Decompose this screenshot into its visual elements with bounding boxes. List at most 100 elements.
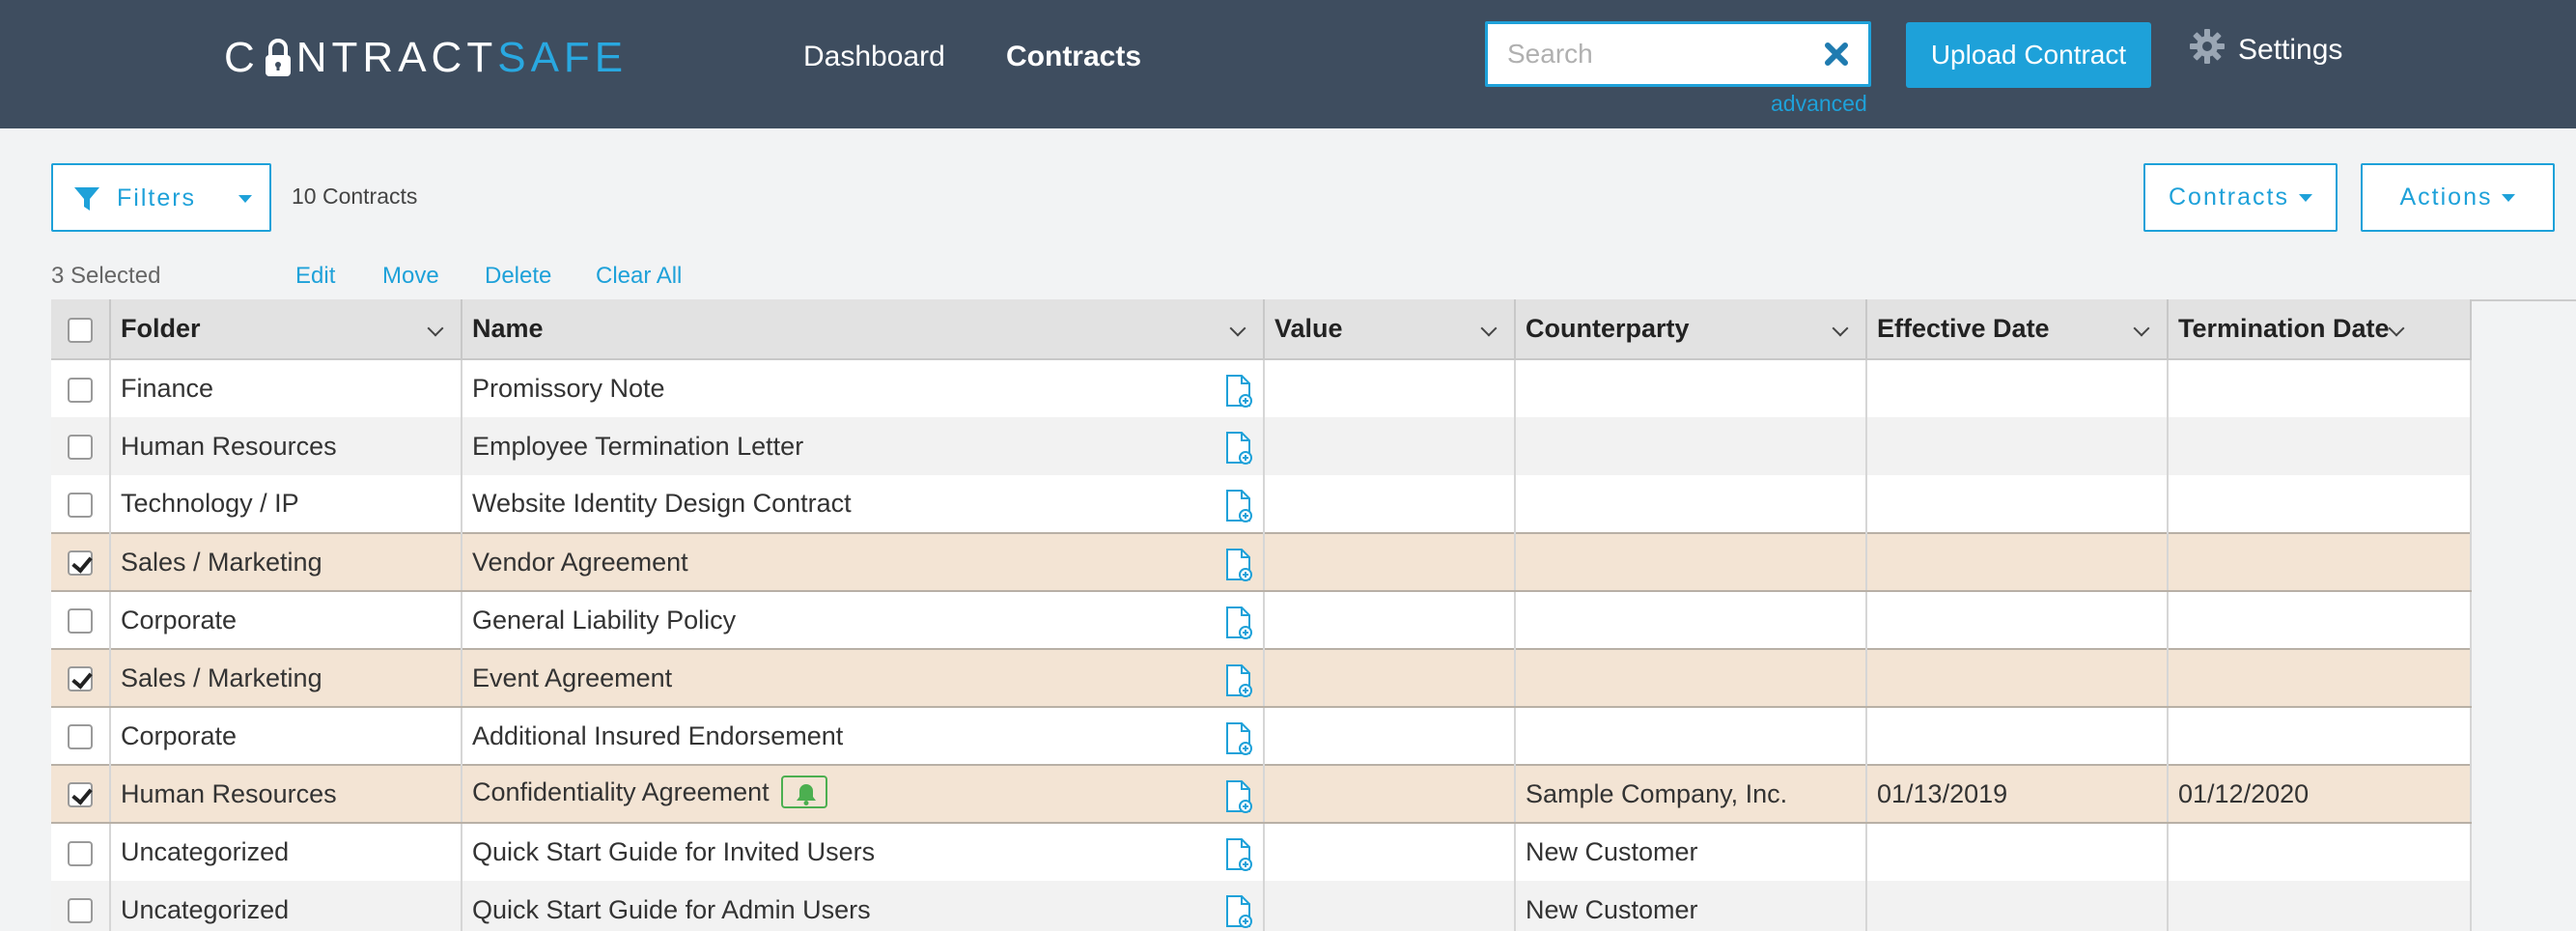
counterparty-cell[interactable]: New Customer — [1515, 823, 1867, 881]
name-cell[interactable]: Confidentiality Agreement — [462, 764, 1265, 824]
termination-date-cell[interactable] — [2168, 881, 2472, 931]
row-checkbox[interactable] — [68, 782, 93, 808]
nav-dashboard[interactable]: Dashboard — [803, 41, 945, 72]
termination-date-cell[interactable] — [2168, 591, 2472, 649]
table-row[interactable]: Technology / IP Website Identity Design C… — [51, 475, 2472, 533]
name-cell[interactable]: Additional Insured Endorsement — [462, 707, 1265, 765]
search-input[interactable] — [1507, 34, 1797, 74]
document-icon[interactable] — [1224, 663, 1253, 698]
contract-name-link[interactable]: General Liability Policy — [472, 605, 737, 635]
table-row[interactable]: Uncategorized Quick Start Guide for Invit… — [51, 823, 2472, 881]
contracts-dropdown[interactable]: Contracts — [2143, 163, 2338, 232]
counterparty-cell[interactable] — [1515, 417, 1867, 475]
column-header-termination-date[interactable]: Termination Date — [2168, 299, 2472, 360]
clear-all-link[interactable]: Clear All — [596, 263, 683, 289]
name-cell[interactable]: Event Agreement — [462, 648, 1265, 708]
value-cell[interactable] — [1264, 532, 1516, 592]
counterparty-cell[interactable]: New Customer — [1515, 881, 1867, 931]
clear-search-icon[interactable] — [1820, 38, 1853, 71]
termination-date-cell[interactable] — [2168, 359, 2472, 417]
notification-bell-icon[interactable] — [780, 776, 827, 808]
counterparty-cell[interactable] — [1515, 648, 1867, 708]
row-checkbox[interactable] — [68, 724, 93, 750]
folder-cell[interactable]: Corporate — [110, 591, 462, 649]
contract-name-link[interactable]: Vendor Agreement — [472, 547, 688, 577]
counterparty-cell[interactable] — [1515, 532, 1867, 592]
folder-cell[interactable]: Finance — [110, 359, 462, 417]
table-row[interactable]: Uncategorized Quick Start Guide for Admin… — [51, 881, 2472, 931]
document-icon[interactable] — [1224, 721, 1253, 756]
effective-date-cell[interactable] — [1866, 591, 2169, 649]
effective-date-cell[interactable] — [1866, 823, 2169, 881]
actions-dropdown[interactable]: Actions — [2361, 163, 2555, 232]
folder-cell[interactable]: Human Resources — [110, 764, 462, 824]
contract-name-link[interactable]: Employee Termination Letter — [472, 431, 804, 461]
name-cell[interactable]: Quick Start Guide for Invited Users — [462, 823, 1265, 881]
table-row[interactable]: Sales / Marketing Event Agreement — [51, 648, 2472, 708]
value-cell[interactable] — [1264, 648, 1516, 708]
upload-contract-button[interactable]: Upload Contract — [1906, 22, 2151, 88]
table-row[interactable]: Human Resources Employee Termination Lett… — [51, 417, 2472, 475]
name-cell[interactable]: Quick Start Guide for Admin Users — [462, 881, 1265, 931]
document-icon[interactable] — [1224, 606, 1253, 640]
value-cell[interactable] — [1264, 417, 1516, 475]
folder-cell[interactable]: Uncategorized — [110, 823, 462, 881]
delete-selected-link[interactable]: Delete — [485, 263, 552, 289]
value-cell[interactable] — [1264, 764, 1516, 824]
termination-date-cell[interactable] — [2168, 417, 2472, 475]
termination-date-cell[interactable] — [2168, 648, 2472, 708]
effective-date-cell[interactable] — [1866, 359, 2169, 417]
name-cell[interactable]: General Liability Policy — [462, 591, 1265, 649]
effective-date-cell[interactable] — [1866, 532, 2169, 592]
counterparty-cell[interactable] — [1515, 359, 1867, 417]
effective-date-cell[interactable] — [1866, 417, 2169, 475]
row-checkbox[interactable] — [68, 492, 93, 518]
termination-date-cell[interactable] — [2168, 707, 2472, 765]
select-all-checkbox[interactable] — [68, 317, 93, 343]
termination-date-cell[interactable] — [2168, 475, 2472, 533]
folder-cell[interactable]: Sales / Marketing — [110, 532, 462, 592]
nav-contracts[interactable]: Contracts — [1006, 41, 1142, 72]
folder-cell[interactable]: Human Resources — [110, 417, 462, 475]
contract-name-link[interactable]: Website Identity Design Contract — [472, 489, 852, 518]
effective-date-cell[interactable]: 01/13/2019 — [1866, 764, 2169, 824]
column-header-counterparty[interactable]: Counterparty — [1515, 299, 1867, 360]
value-cell[interactable] — [1264, 591, 1516, 649]
value-cell[interactable] — [1264, 475, 1516, 533]
folder-cell[interactable]: Uncategorized — [110, 881, 462, 931]
advanced-search-link[interactable]: advanced — [1771, 91, 1867, 116]
table-row[interactable]: Sales / Marketing Vendor Agreement — [51, 532, 2472, 592]
termination-date-cell[interactable] — [2168, 823, 2472, 881]
document-icon[interactable] — [1224, 548, 1253, 582]
table-row[interactable]: Corporate Additional Insured Endorsement — [51, 707, 2472, 765]
row-checkbox[interactable] — [68, 840, 93, 866]
column-header-folder[interactable]: Folder — [110, 299, 462, 360]
folder-cell[interactable]: Technology / IP — [110, 475, 462, 533]
folder-cell[interactable]: Sales / Marketing — [110, 648, 462, 708]
row-checkbox[interactable] — [68, 550, 93, 577]
document-icon[interactable] — [1224, 894, 1253, 929]
effective-date-cell[interactable] — [1866, 881, 2169, 931]
effective-date-cell[interactable] — [1866, 648, 2169, 708]
effective-date-cell[interactable] — [1866, 475, 2169, 533]
counterparty-cell[interactable]: Sample Company, Inc. — [1515, 764, 1867, 824]
termination-date-cell[interactable] — [2168, 532, 2472, 592]
document-icon[interactable] — [1224, 489, 1253, 523]
column-header-name[interactable]: Name — [462, 299, 1265, 360]
value-cell[interactable] — [1264, 359, 1516, 417]
contract-name-link[interactable]: Quick Start Guide for Invited Users — [472, 837, 876, 866]
table-row[interactable]: Human Resources Confidentiality Agreement… — [51, 764, 2472, 824]
value-cell[interactable] — [1264, 823, 1516, 881]
column-header-effective-date[interactable]: Effective Date — [1866, 299, 2169, 360]
chevron-down-icon[interactable] — [427, 320, 444, 337]
folder-cell[interactable]: Corporate — [110, 707, 462, 765]
chevron-down-icon[interactable] — [1480, 320, 1498, 337]
value-cell[interactable] — [1264, 707, 1516, 765]
contract-name-link[interactable]: Additional Insured Endorsement — [472, 720, 844, 750]
row-checkbox[interactable] — [68, 377, 93, 403]
row-checkbox[interactable] — [68, 435, 93, 461]
column-header-value[interactable]: Value — [1264, 299, 1516, 360]
edit-selected-link[interactable]: Edit — [295, 263, 336, 289]
effective-date-cell[interactable] — [1866, 707, 2169, 765]
contract-name-link[interactable]: Promissory Note — [472, 374, 665, 403]
